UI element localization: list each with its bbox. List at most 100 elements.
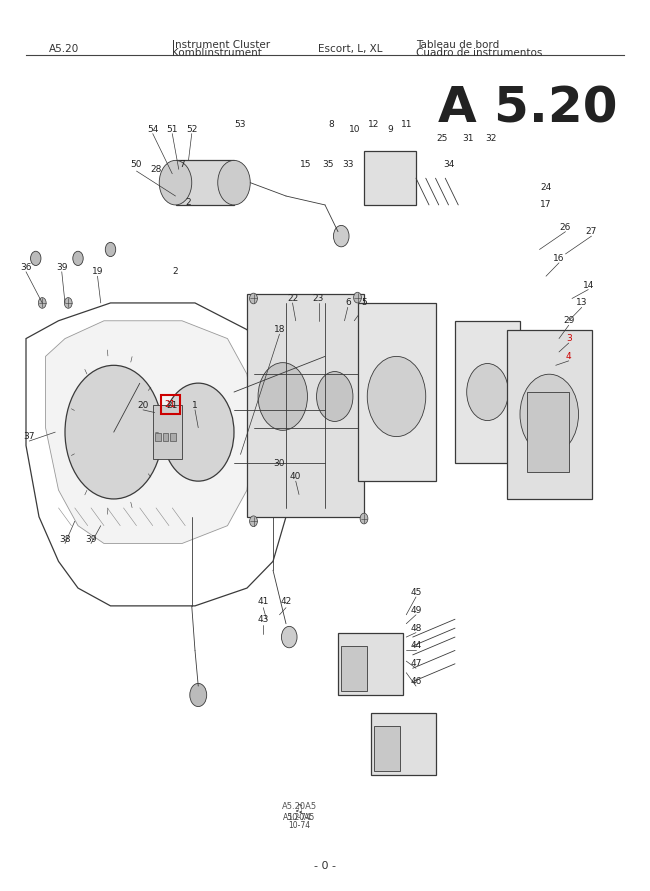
- Text: Tableau de bord: Tableau de bord: [416, 39, 499, 50]
- Text: 48: 48: [410, 624, 422, 633]
- Text: A5.20: A5.20: [49, 44, 79, 54]
- Circle shape: [317, 372, 353, 421]
- Bar: [155, 433, 161, 441]
- Text: A5.20A5: A5.20A5: [283, 813, 315, 822]
- Text: 49: 49: [410, 606, 422, 615]
- Text: 54: 54: [147, 125, 159, 134]
- Text: 4: 4: [566, 352, 571, 361]
- Bar: [370, 713, 436, 775]
- Text: 15: 15: [300, 160, 311, 169]
- Text: 47: 47: [410, 659, 422, 668]
- Text: 34: 34: [443, 160, 454, 169]
- Bar: [176, 160, 234, 205]
- Bar: [507, 330, 592, 499]
- Text: 21: 21: [164, 400, 176, 409]
- Circle shape: [258, 363, 307, 430]
- Circle shape: [250, 293, 257, 304]
- Text: 50: 50: [131, 160, 142, 169]
- Circle shape: [38, 298, 46, 308]
- Text: 26: 26: [560, 223, 571, 232]
- Text: 14: 14: [582, 281, 594, 290]
- Text: 2: 2: [173, 267, 178, 276]
- Text: 3: 3: [566, 334, 571, 343]
- Text: 25: 25: [436, 134, 448, 143]
- Circle shape: [360, 513, 368, 524]
- Bar: [338, 633, 403, 695]
- Text: 23: 23: [313, 294, 324, 303]
- Text: 1: 1: [192, 401, 198, 410]
- Bar: [247, 294, 364, 517]
- Text: 11: 11: [400, 120, 412, 129]
- Bar: [170, 433, 176, 441]
- Text: 17: 17: [540, 200, 552, 209]
- Circle shape: [64, 298, 72, 308]
- Circle shape: [281, 626, 297, 648]
- Text: 41: 41: [257, 597, 269, 606]
- Text: 24: 24: [540, 183, 552, 192]
- Bar: [341, 646, 367, 691]
- Text: 9: 9: [387, 125, 393, 134]
- Circle shape: [162, 383, 234, 481]
- Text: 7: 7: [179, 160, 185, 169]
- Text: 18: 18: [274, 325, 285, 334]
- Text: Komblinstrument: Komblinstrument: [172, 47, 262, 58]
- Text: 33: 33: [342, 160, 354, 169]
- Text: 42: 42: [280, 597, 292, 606]
- Circle shape: [159, 160, 192, 205]
- Circle shape: [73, 251, 83, 266]
- Circle shape: [367, 356, 426, 437]
- Text: 13: 13: [576, 298, 588, 307]
- Text: Cuadro de instrumentos: Cuadro de instrumentos: [416, 47, 542, 58]
- Bar: [161, 395, 180, 414]
- Text: 5: 5: [361, 298, 367, 307]
- Text: 29: 29: [563, 316, 575, 325]
- Bar: [374, 726, 400, 771]
- Text: A5.20A5
10-74: A5.20A5 10-74: [281, 802, 317, 822]
- Circle shape: [467, 364, 508, 421]
- Text: Escort, L, XL: Escort, L, XL: [318, 44, 383, 54]
- Text: 52: 52: [186, 125, 198, 134]
- Text: 19: 19: [92, 267, 103, 276]
- Polygon shape: [46, 321, 254, 544]
- Text: 45: 45: [410, 588, 422, 597]
- Text: 35: 35: [322, 160, 334, 169]
- Text: ♫: ♫: [294, 804, 304, 814]
- Text: A 5.20: A 5.20: [438, 85, 618, 133]
- Bar: [526, 392, 569, 472]
- Text: 39: 39: [85, 535, 97, 544]
- Text: 12: 12: [368, 120, 380, 129]
- Text: 40: 40: [290, 472, 302, 481]
- Circle shape: [250, 516, 257, 527]
- Text: 20: 20: [137, 401, 149, 410]
- Text: 36: 36: [20, 263, 32, 272]
- Text: - 0 -: - 0 -: [314, 862, 336, 871]
- Text: 10-74: 10-74: [288, 821, 310, 830]
- Bar: [162, 433, 168, 441]
- Text: 30: 30: [274, 459, 285, 468]
- Text: 6: 6: [345, 298, 350, 307]
- Text: 10: 10: [348, 125, 360, 134]
- Text: 8: 8: [329, 120, 334, 129]
- Text: 22: 22: [287, 294, 298, 303]
- Bar: [153, 405, 182, 459]
- Text: 37: 37: [23, 432, 35, 441]
- Circle shape: [65, 365, 162, 499]
- Circle shape: [105, 242, 116, 257]
- Bar: [364, 151, 416, 205]
- Circle shape: [520, 374, 578, 454]
- Text: 31: 31: [462, 134, 474, 143]
- Circle shape: [190, 683, 207, 707]
- Text: Instrument Cluster: Instrument Cluster: [172, 39, 270, 50]
- Text: 39: 39: [56, 263, 68, 272]
- Bar: [358, 303, 436, 481]
- Text: 16: 16: [553, 254, 565, 263]
- Bar: [361, 365, 387, 437]
- Circle shape: [218, 160, 250, 205]
- Circle shape: [333, 225, 349, 247]
- Text: 38: 38: [59, 535, 71, 544]
- Text: 27: 27: [586, 227, 597, 236]
- Text: 21: 21: [166, 401, 178, 410]
- Text: 44: 44: [410, 642, 422, 650]
- Circle shape: [31, 251, 41, 266]
- Text: 32: 32: [485, 134, 497, 143]
